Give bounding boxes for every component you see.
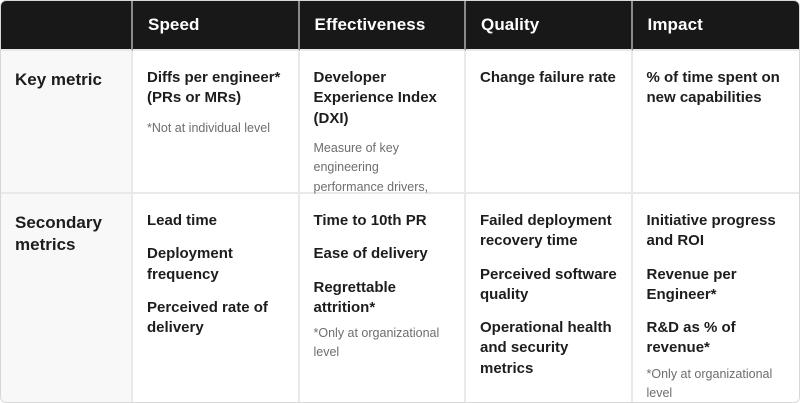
cell-secondary-quality: Failed deployment recovery time Perceive… — [466, 194, 633, 402]
footnote-text: *Only at organizational level — [313, 326, 440, 360]
cell-secondary-effectiveness: Time to 10th PR Ease of delivery Regrett… — [299, 194, 466, 402]
metric-text: Ease of delivery — [313, 245, 428, 263]
header-corner-cell — [1, 1, 133, 51]
column-header-quality: Quality — [466, 1, 633, 51]
metric-text: Deployment frequency — [147, 245, 233, 283]
metric-text: Perceived software quality — [480, 265, 617, 303]
cell-key-metric-effectiveness: Developer Experience Index (DXI) Measure… — [299, 51, 466, 213]
footnote-text: *Only at organizational level — [646, 366, 773, 400]
metric-text: % of time spent on new capabilities — [646, 69, 780, 107]
cell-secondary-impact: Initiative progress and ROI Revenue per … — [632, 194, 799, 402]
column-header-label: Effectiveness — [314, 15, 426, 34]
metric-text: Developer Experience Index (DXI) — [313, 69, 437, 127]
column-header-effectiveness: Effectiveness — [299, 1, 466, 51]
row-label-text: Secondary metrics — [15, 213, 102, 255]
metric-text: Regrettable attrition* — [313, 278, 397, 316]
metric-text: Perceived rate of delivery — [147, 298, 268, 336]
row-label-key-metric: Key metric — [1, 51, 133, 194]
metric-text: Failed deployment recovery time — [480, 212, 612, 250]
metric-text: Change failure rate — [480, 69, 616, 86]
column-header-label: Quality — [481, 15, 540, 34]
footnote-text: *Not at individual level — [147, 120, 270, 135]
cell-secondary-speed: Lead time Deployment frequency Perceived… — [133, 194, 300, 402]
metric-text: Initiative progress and ROI — [646, 212, 776, 250]
row-label-text: Key metric — [15, 70, 102, 89]
metric-text: Time to 10th PR — [313, 212, 427, 229]
metric-text: Revenue per Engineer* — [646, 265, 737, 303]
metric-text: Operational health and security metrics — [480, 319, 612, 377]
column-header-speed: Speed — [133, 1, 300, 51]
metric-text: Diffs per engineer* (PRs or MRs) — [147, 69, 281, 107]
column-header-impact: Impact — [632, 1, 799, 51]
column-header-label: Impact — [647, 15, 703, 34]
row-label-secondary-metrics: Secondary metrics — [1, 194, 133, 402]
metric-text: R&D as % of revenue* — [646, 319, 736, 357]
cell-key-metric-impact: % of time spent on new capabilities — [632, 51, 799, 194]
cell-key-metric-speed: Diffs per engineer* (PRs or MRs) *Not at… — [133, 51, 300, 194]
column-header-label: Speed — [148, 15, 200, 34]
metric-text: Lead time — [147, 212, 218, 229]
cell-key-metric-quality: Change failure rate — [466, 51, 633, 194]
